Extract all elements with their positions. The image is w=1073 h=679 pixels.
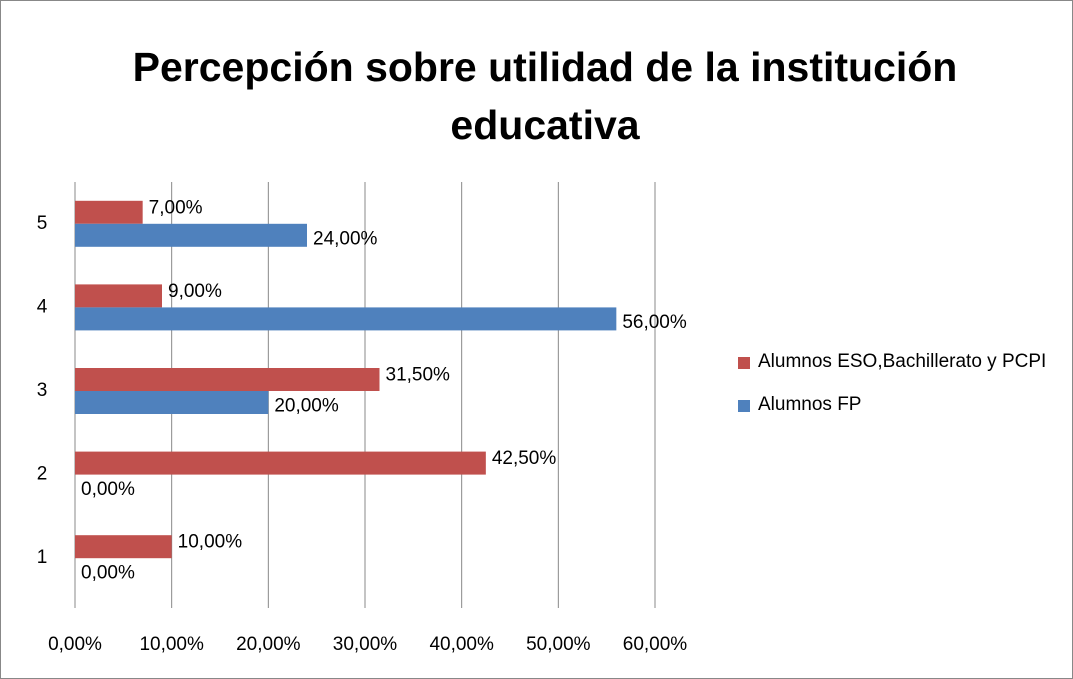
data-label: 0,00% bbox=[81, 479, 135, 500]
x-tick-label: 60,00% bbox=[623, 634, 688, 655]
x-tick-label: 0,00% bbox=[48, 634, 102, 655]
data-label: 9,00% bbox=[168, 281, 222, 302]
bar bbox=[75, 535, 172, 559]
data-label: 10,00% bbox=[178, 532, 243, 553]
bar bbox=[75, 451, 486, 475]
y-tick-label: 2 bbox=[37, 464, 48, 485]
y-tick-label: 5 bbox=[37, 213, 48, 234]
data-label: 31,50% bbox=[386, 365, 451, 386]
x-tick-label: 10,00% bbox=[139, 634, 204, 655]
y-tick-label: 4 bbox=[37, 296, 48, 317]
legend-label: Alumnos FP bbox=[758, 394, 862, 415]
y-tick-label: 3 bbox=[37, 380, 48, 401]
data-label: 0,00% bbox=[81, 563, 135, 584]
chart-title: Percepción sobre utilidad de la instituc… bbox=[132, 44, 958, 148]
x-tick-label: 50,00% bbox=[526, 634, 591, 655]
bar bbox=[75, 391, 269, 414]
data-label: 20,00% bbox=[274, 396, 339, 417]
legend-swatch bbox=[738, 400, 750, 412]
bar bbox=[75, 368, 380, 391]
x-tick-label: 30,00% bbox=[333, 634, 398, 655]
data-label: 42,50% bbox=[492, 448, 557, 469]
legend-item: Alumnos ESO,Bachillerato y PCPI bbox=[738, 345, 1068, 378]
x-tick-label: 40,00% bbox=[429, 634, 494, 655]
bar bbox=[75, 284, 162, 308]
bar bbox=[75, 223, 307, 247]
bar bbox=[75, 200, 143, 224]
legend-item: Alumnos FP bbox=[738, 388, 1068, 421]
legend-swatch bbox=[738, 357, 750, 369]
data-label: 7,00% bbox=[149, 197, 203, 218]
bar bbox=[75, 307, 617, 331]
legend: Alumnos ESO,Bachillerato y PCPI Alumnos F… bbox=[738, 345, 1068, 431]
data-label: 24,00% bbox=[313, 228, 378, 249]
x-tick-label: 20,00% bbox=[236, 634, 301, 655]
y-tick-label: 1 bbox=[37, 547, 48, 568]
legend-label: Alumnos ESO,Bachillerato y PCPI bbox=[758, 351, 1047, 372]
data-label: 56,00% bbox=[622, 312, 687, 333]
